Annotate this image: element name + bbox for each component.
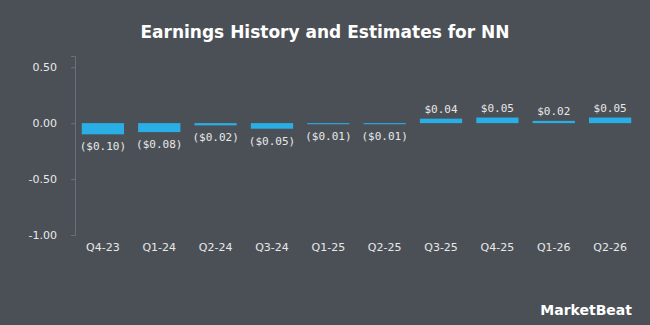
y-tick-mark	[71, 179, 75, 180]
watermark: MarketBeat	[540, 302, 632, 318]
data-label: $0.04	[424, 103, 457, 116]
x-tick: Q1-24	[142, 235, 176, 254]
x-tick-label: Q4-25	[481, 241, 515, 254]
x-tick-label: Q3-25	[424, 241, 458, 254]
bar	[82, 123, 124, 134]
x-tick-label: Q1-24	[142, 241, 176, 254]
x-tick: Q4-23	[86, 235, 120, 254]
bar	[589, 118, 631, 124]
bar	[307, 123, 349, 124]
chart: Earnings History and Estimates for NN -1.…	[0, 0, 650, 325]
y-tick: -0.50	[29, 173, 75, 186]
x-tick-label: Q2-24	[199, 241, 233, 254]
x-tick-label: Q2-26	[593, 241, 627, 254]
x-tick: Q3-24	[255, 235, 289, 254]
x-tick-label: Q4-23	[86, 241, 120, 254]
bar	[533, 121, 575, 123]
x-axis: Q4-23 Q1-24 Q2-24 Q3-24 Q1-25 Q2-25 Q3-25 Q4-25…	[76, 235, 639, 254]
y-tick-mark	[71, 123, 75, 124]
x-tick-label: Q1-26	[537, 241, 571, 254]
background	[0, 0, 650, 325]
x-tick: Q2-25	[368, 235, 402, 254]
data-label: $0.05	[594, 102, 627, 115]
data-label: ($0.10)	[80, 140, 126, 153]
x-tick-label: Q3-24	[255, 241, 289, 254]
bar	[420, 119, 462, 123]
x-tick-label: Q1-25	[312, 241, 346, 254]
data-label: ($0.02)	[192, 131, 238, 144]
x-tick: Q1-25	[312, 235, 346, 254]
data-label: ($0.01)	[361, 130, 407, 143]
data-labels: ($0.10) ($0.08) ($0.02) ($0.05) ($0.01) ($0.0…	[80, 102, 627, 154]
plot: -1.00 -0.50 0.00 0.50 Q4-23 Q1-24 Q2-24 Q3-24 Q1…	[29, 57, 639, 254]
data-label: ($0.01)	[305, 130, 351, 143]
bars	[82, 118, 631, 135]
y-tick-mark	[71, 67, 75, 68]
x-tick: Q4-25	[481, 235, 515, 254]
bar	[476, 118, 518, 124]
y-tick-label: -1.00	[29, 229, 57, 242]
x-axis-line	[76, 235, 639, 236]
y-tick: 0.50	[33, 61, 76, 74]
bar	[251, 123, 293, 129]
bar	[194, 123, 236, 125]
x-tick: Q3-25	[424, 235, 458, 254]
y-tick-label: 0.00	[33, 117, 58, 130]
y-axis-line	[71, 57, 76, 236]
x-tick: Q2-24	[199, 235, 233, 254]
title: Earnings History and Estimates for NN	[140, 22, 509, 42]
data-label: ($0.05)	[249, 135, 295, 148]
x-tick-label: Q2-25	[368, 241, 402, 254]
y-tick-label: 0.50	[33, 61, 58, 74]
bar	[364, 123, 406, 124]
data-label: $0.05	[481, 102, 514, 115]
y-axis: -1.00 -0.50 0.00 0.50	[29, 57, 76, 243]
bar	[138, 123, 180, 132]
x-tick: Q1-26	[537, 235, 571, 254]
y-tick-mark	[71, 235, 75, 236]
y-tick: 0.00	[33, 117, 76, 130]
data-label: $0.02	[537, 105, 570, 118]
y-tick: -1.00	[29, 229, 75, 242]
x-tick: Q2-26	[593, 235, 627, 254]
y-tick-label: -0.50	[29, 173, 57, 186]
data-label: ($0.08)	[136, 138, 182, 151]
